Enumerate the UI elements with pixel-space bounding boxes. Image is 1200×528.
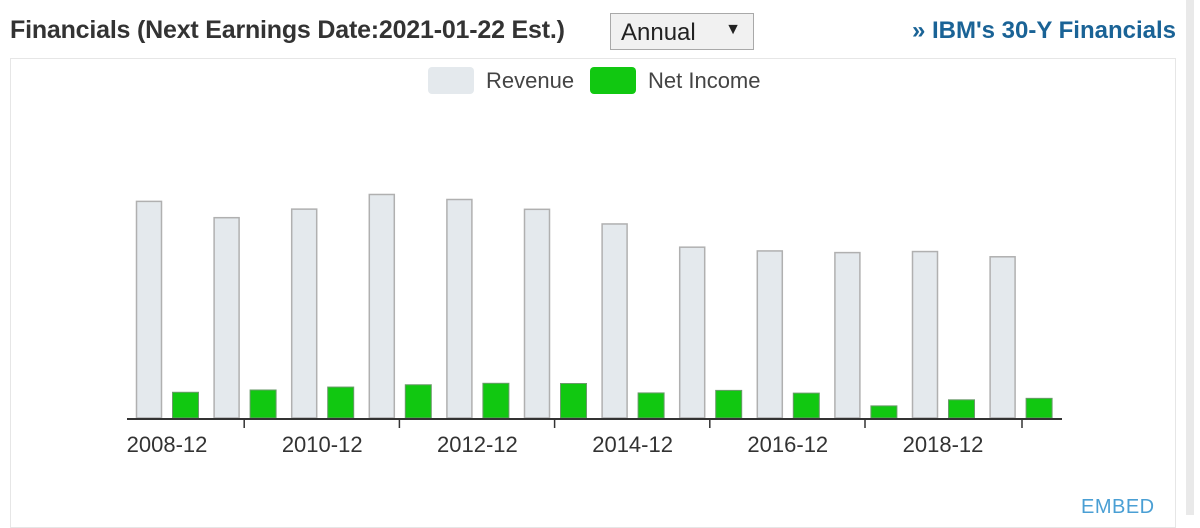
net-income-bar-2016-12 — [792, 392, 820, 419]
revenue-bar-2016-12 — [756, 250, 784, 419]
net-income-bar-2017-12 — [870, 405, 898, 419]
revenue-bar-2013-12 — [523, 208, 551, 419]
legend-label-net-income: Net Income — [648, 67, 761, 93]
dropdown-arrow-icon: ▼ — [725, 21, 741, 38]
period-select[interactable]: Annual ▼ — [610, 13, 754, 50]
financials-title: Financials (Next Earnings Date:2021-01-2… — [10, 16, 565, 44]
x-tick-label-2012-12: 2012-12 — [437, 432, 518, 457]
financials-header: Financials (Next Earnings Date:2021-01-2… — [0, 0, 1200, 58]
net-income-bar-2011-12 — [404, 384, 432, 419]
net-income-bar-2018-12 — [948, 399, 975, 419]
net-income-bar-2019-12 — [1025, 397, 1053, 419]
legend-item-net-income[interactable]: Net Income — [590, 67, 761, 94]
x-tick-label-2010-12: 2010-12 — [282, 432, 363, 457]
legend-swatch-net-income — [590, 67, 636, 94]
x-tick-label-2016-12: 2016-12 — [747, 432, 828, 457]
net-income-bar-2014-12 — [637, 392, 665, 419]
revenue-bar-2014-12 — [601, 223, 628, 419]
chart-legend: Revenue Net Income — [0, 67, 1200, 95]
x-tick-label-2014-12: 2014-12 — [592, 432, 673, 457]
period-select-value: Annual — [621, 19, 696, 46]
net-income-bar-2010-12 — [327, 386, 355, 419]
net-income-bar-2013-12 — [560, 383, 587, 419]
page-scrollbar[interactable] — [1186, 0, 1194, 515]
legend-swatch-revenue — [428, 67, 474, 94]
net-income-bar-2009-12 — [249, 389, 277, 419]
revenue-bar-2012-12 — [446, 198, 473, 419]
embed-link[interactable]: EMBED — [1081, 496, 1155, 518]
legend-item-revenue[interactable]: Revenue — [428, 67, 574, 94]
x-tick-label-2018-12: 2018-12 — [903, 432, 984, 457]
financials-bar-chart: 2008-12 2010-12 2012-12 2014-12 2016-12 2018-… — [127, 193, 1062, 457]
revenue-bar-2017-12 — [834, 251, 861, 419]
ibm-30y-financials-link[interactable]: » IBM's 30-Y Financials — [911, 17, 1176, 44]
net-income-bar-2008-12 — [172, 391, 199, 419]
x-tick-label-2008-12: 2008-12 — [127, 432, 208, 457]
revenue-bar-2009-12 — [213, 216, 240, 419]
legend-label-revenue: Revenue — [486, 67, 575, 93]
revenue-bar-2011-12 — [368, 193, 396, 419]
revenue-bar-2019-12 — [989, 256, 1016, 419]
revenue-bar-2008-12 — [135, 200, 163, 419]
net-income-bar-2012-12 — [482, 382, 510, 419]
revenue-bar-2015-12 — [678, 246, 706, 419]
revenue-bar-2018-12 — [911, 250, 939, 419]
net-income-bar-2015-12 — [715, 389, 743, 419]
revenue-bar-2010-12 — [290, 208, 318, 419]
